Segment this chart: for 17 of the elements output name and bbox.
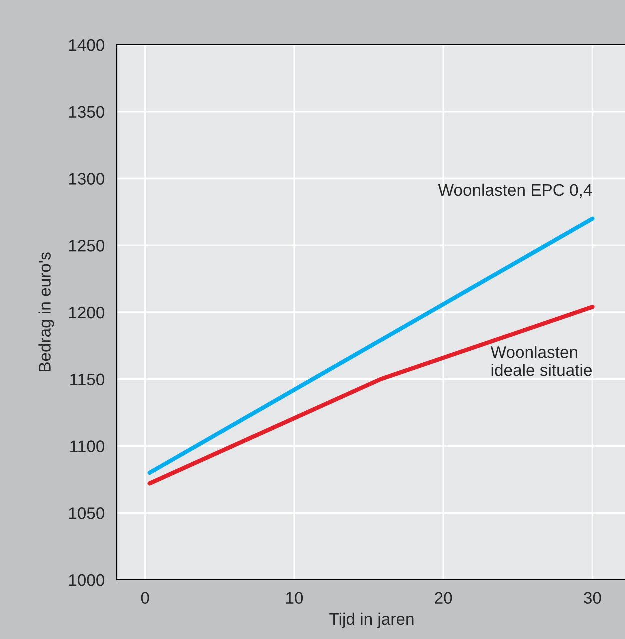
x-tick-label: 0 (141, 592, 150, 604)
y-tick-label: 1400 (69, 39, 105, 52)
series-label: Woonlasten ideale situatie (490, 346, 592, 376)
y-axis-title: Bedrag in euro's (38, 252, 54, 372)
y-tick-label: 1150 (70, 374, 105, 386)
x-axis-title: Tijd in jaren (330, 612, 414, 628)
x-tick-label: 30 (584, 592, 602, 604)
y-tick-label: 1200 (69, 306, 105, 319)
y-tick-label: 1350 (69, 106, 105, 118)
x-tick-label: 10 (286, 592, 304, 604)
y-tick-label: 1000 (69, 574, 105, 586)
y-tick-label: 1100 (70, 440, 105, 452)
y-tick-label: 1050 (69, 508, 105, 520)
y-tick-label: 1250 (69, 240, 105, 252)
series-label: Woonlasten EPC 0,4 (438, 184, 592, 198)
y-tick-label: 1300 (69, 173, 105, 185)
x-tick-label: 20 (435, 592, 452, 604)
